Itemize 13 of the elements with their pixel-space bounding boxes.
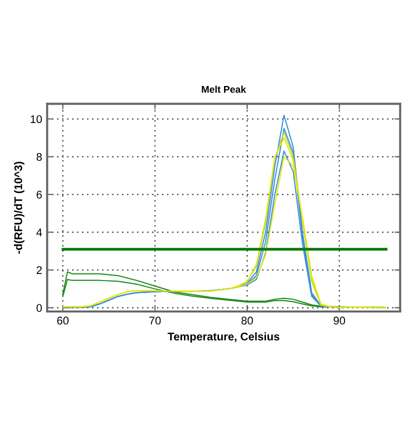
x-tick-label: 70 [149,316,161,325]
y-axis-title: -d(RFU)/dT (10^3) [14,162,24,254]
chart-title: Melt Peak [202,86,246,93]
x-tick-label: 80 [241,316,253,325]
y-tick-label: 2 [36,266,42,274]
y-tick-label: 0 [36,304,42,312]
y-tick-label: 10 [30,115,42,124]
x-tick-label: 60 [57,316,69,325]
x-tick-label: 90 [334,316,346,325]
y-tick-label: 6 [36,190,42,199]
y-tick-label: 8 [36,152,42,161]
y-tick-label: 4 [36,228,42,236]
x-axis-title: Temperature, Celsius [168,332,280,343]
